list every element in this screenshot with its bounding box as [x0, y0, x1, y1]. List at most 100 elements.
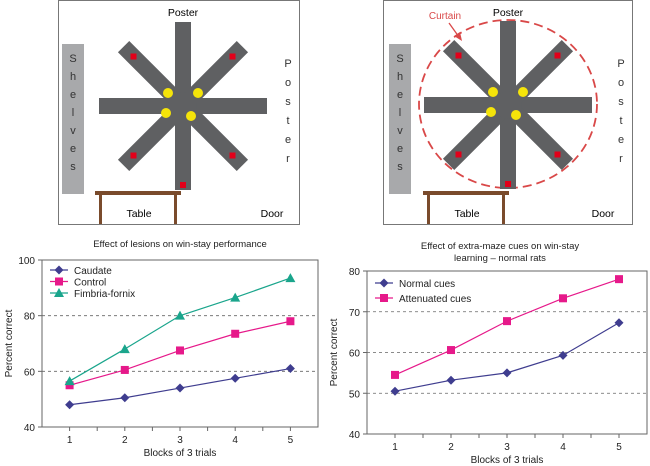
food-bait-yellow: [163, 88, 173, 98]
data-point: [175, 310, 185, 320]
curtain: [418, 19, 598, 189]
food-well-red: [554, 151, 561, 158]
legend-marker: [379, 278, 389, 288]
table-label: Table: [126, 208, 151, 220]
x-tick-label: 4: [560, 442, 566, 453]
legend-entry: Fimbria-fornix: [50, 288, 135, 300]
y-tick-label: 80: [349, 267, 361, 278]
data-point: [231, 329, 240, 338]
data-point: [64, 376, 75, 386]
legend-label: Control: [74, 278, 106, 289]
legend-label: Normal cues: [399, 279, 455, 290]
data-point: [65, 381, 74, 390]
data-point: [502, 368, 512, 378]
radial-arm-maze: [99, 22, 267, 190]
legend-marker: [380, 294, 388, 302]
x-tick-label: 3: [504, 442, 510, 453]
legend-label: Fimbria-fornix: [74, 289, 135, 300]
top-poster-label: Poster: [493, 7, 524, 19]
maze-arm: [175, 106, 191, 190]
x-tick-label: 2: [122, 435, 128, 446]
lesion-line-chart: 40 60 80 100 1 2 3 4 5 Blocks of 3 trials Percent …: [4, 256, 319, 459]
table: [95, 191, 181, 224]
y-axis-label: Percent correct: [4, 309, 15, 377]
x-axis-label: Blocks of 3 trials: [471, 455, 544, 466]
chart-title-right: Effect of extra-maze cues on win-stay le…: [355, 241, 645, 265]
chart-title-line-1: Effect of extra-maze cues on win-stay: [420, 241, 580, 252]
y-tick-label: 100: [18, 256, 35, 267]
data-point: [285, 273, 296, 283]
series-control: [65, 317, 295, 390]
table: [423, 191, 509, 224]
x-tick-label: 5: [288, 435, 294, 446]
data-point: [447, 346, 455, 355]
data-point: [65, 400, 75, 410]
data-point: [614, 318, 624, 328]
legend-marker: [55, 277, 63, 286]
food-bait-yellow: [486, 107, 496, 117]
food-bait-yellow: [186, 111, 196, 121]
data-point: [120, 393, 130, 403]
data-point: [615, 275, 623, 284]
maze-arm: [183, 98, 267, 114]
radial-arm-maze: [424, 21, 592, 189]
legend-entry: Control: [50, 277, 106, 289]
cues-line-chart: 40 50 60 70 80 1 2 3 4 5 Blocks of 3 trials Percent…: [329, 267, 648, 466]
legend-entry: Attenuated cues: [375, 294, 471, 305]
series-attenuated-cues: [391, 275, 623, 379]
food-well-red: [229, 152, 236, 159]
x-tick-label: 4: [232, 435, 238, 446]
data-point: [391, 370, 399, 379]
y-tick-label: 60: [349, 349, 361, 360]
series-fimbria-fornix: [64, 273, 296, 386]
x-tick-label: 2: [448, 442, 454, 453]
food-well-red: [130, 53, 137, 60]
legend-entry: Normal cues: [375, 278, 455, 290]
y-axis-label: Percent correct: [329, 318, 340, 386]
data-point: [446, 375, 456, 385]
maze-arm: [500, 105, 516, 189]
top-poster-label: Poster: [168, 7, 199, 19]
series-normal-cues: [390, 318, 624, 396]
data-point: [119, 344, 130, 354]
maze-arm: [508, 97, 592, 113]
food-well-red: [130, 152, 137, 159]
door-label: Door: [261, 208, 284, 220]
x-tick-label: 3: [177, 435, 183, 446]
food-well-red: [554, 52, 561, 59]
data-point: [286, 317, 295, 326]
table-label: Table: [454, 208, 479, 220]
legend-marker: [54, 265, 64, 275]
data-point: [176, 346, 184, 355]
y-tick-label: 80: [24, 312, 36, 323]
y-tick-label: 50: [349, 389, 361, 400]
curtain-arrow: [448, 22, 462, 41]
food-bait-yellow: [193, 88, 203, 98]
y-tick-label: 40: [349, 430, 361, 441]
food-bait-yellow: [161, 108, 171, 118]
shelves: [62, 44, 84, 194]
x-axis-label: Blocks of 3 trials: [144, 448, 217, 459]
door-label: Door: [592, 208, 615, 220]
data-point: [230, 373, 240, 383]
data-point: [285, 364, 295, 374]
series-line: [394, 322, 620, 392]
data-point: [503, 317, 511, 326]
x-tick-label: 5: [616, 442, 622, 453]
food-well-red: [455, 52, 462, 59]
y-tick-label: 70: [349, 308, 361, 319]
y-tick-label: 60: [24, 367, 36, 378]
data-point: [230, 292, 241, 302]
legend-entry: Caudate: [50, 265, 112, 277]
food-well-red: [180, 182, 186, 188]
maze-arm: [175, 22, 191, 106]
food-bait-yellow: [518, 87, 528, 97]
x-tick-label: 1: [392, 442, 398, 453]
chart-title-text: Effect of lesions on win-stay performanc…: [93, 239, 267, 250]
